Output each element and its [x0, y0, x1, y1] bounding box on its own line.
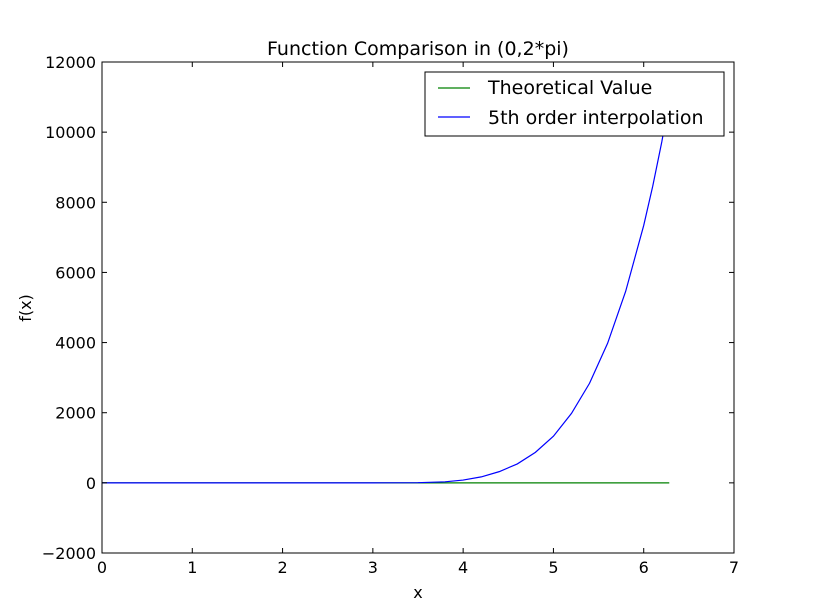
- y-tick-label: 6000: [55, 263, 96, 282]
- legend-box: [424, 71, 725, 137]
- y-axis-ticks: −2000 0 2000 4000 6000 8000 10000 12000: [42, 53, 734, 563]
- y-tick-label: 8000: [55, 193, 96, 212]
- y-tick-label: 2000: [55, 404, 96, 423]
- x-tick-label: 1: [187, 558, 197, 577]
- x-axis-ticks: 0 1 2 3 4 5 6 7: [97, 62, 739, 577]
- series-layer: [102, 100, 670, 484]
- y-tick-label: 12000: [45, 53, 96, 72]
- x-tick-label: 3: [368, 558, 378, 577]
- x-tick-label: 7: [729, 558, 739, 577]
- legend-label-5th-order-interpolation: 5th order interpolation: [488, 107, 704, 129]
- x-tick-label: 6: [639, 558, 649, 577]
- y-tick-label: 4000: [55, 334, 96, 353]
- legend-label-theoretical-value: Theoretical Value: [487, 77, 652, 99]
- x-tick-label: 0: [97, 558, 107, 577]
- x-tick-label: 4: [458, 558, 468, 577]
- series-line-5th-order-interpolation: [102, 100, 670, 484]
- y-axis-title: f(x): [16, 294, 35, 322]
- chart-title: Function Comparison in (0,2*pi): [267, 38, 569, 60]
- y-tick-label: −2000: [42, 544, 96, 563]
- plot-area: [102, 62, 734, 553]
- y-tick-label: 10000: [45, 123, 96, 142]
- x-axis-title: x: [413, 583, 422, 602]
- legend: Theoretical Value 5th order interpolatio…: [424, 71, 725, 137]
- x-tick-label: 2: [277, 558, 287, 577]
- x-tick-label: 5: [548, 558, 558, 577]
- y-tick-label: 0: [86, 474, 96, 493]
- plot-frame: [101, 61, 735, 554]
